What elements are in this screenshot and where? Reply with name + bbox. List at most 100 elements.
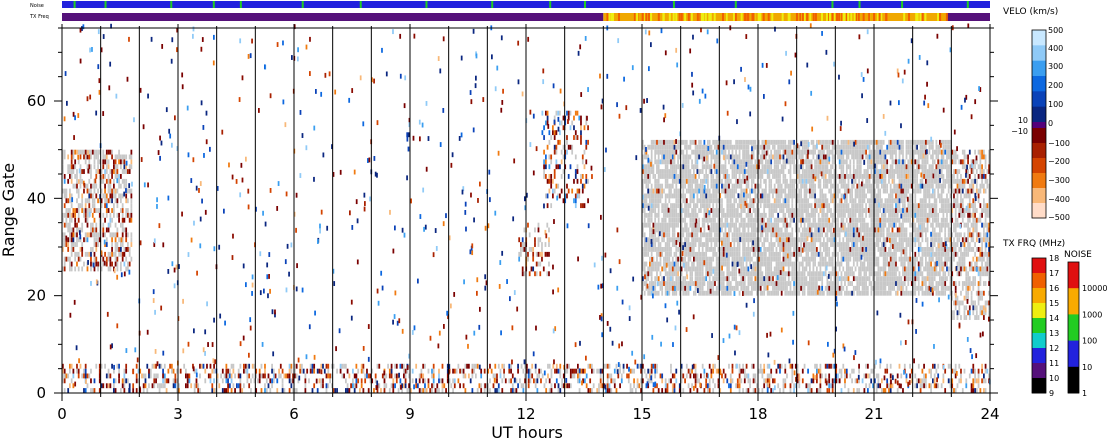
data-cell-3592 — [833, 188, 836, 194]
data-cell-261 — [93, 149, 96, 155]
data-cell-1588 — [698, 276, 700, 282]
data-cell-974 — [656, 261, 658, 267]
data-cell-4633 — [902, 154, 904, 160]
data-cell-5389 — [954, 178, 957, 184]
data-cell-2116 — [733, 212, 736, 218]
data-cell-5082 — [933, 227, 936, 233]
data-cell-5091 — [933, 174, 936, 179]
data-cell-544 — [130, 154, 133, 160]
data-cell-3870 — [852, 203, 855, 209]
data-cell-4725 — [909, 212, 911, 218]
data-cell-3237 — [809, 212, 811, 218]
data-cell-3213 — [807, 188, 809, 194]
data-cell-1824 — [714, 217, 716, 223]
data-cell-1093 — [664, 266, 667, 272]
data-cell-4098 — [868, 271, 871, 277]
data-cell-1589 — [698, 271, 700, 277]
data-cell-491 — [123, 183, 126, 189]
data-cell-4617 — [902, 232, 904, 238]
data-cell-4979 — [926, 237, 929, 243]
data-cell-5131 — [937, 232, 940, 238]
data-cell-4486 — [893, 237, 896, 243]
txfreq-speck-25 — [841, 13, 844, 21]
data-cell-1877 — [717, 232, 720, 238]
txfreq-speck-67 — [799, 13, 802, 21]
data-cell-1339 — [680, 242, 683, 247]
data-cell-3954 — [858, 178, 860, 184]
data-cell-1033 — [659, 198, 662, 204]
data-cell-10 — [62, 159, 64, 165]
data-cell-4607 — [902, 290, 904, 296]
data-cell-4412 — [888, 178, 890, 184]
data-cell-1613 — [700, 276, 702, 282]
data-cell-950 — [654, 242, 657, 247]
data-cell-2273 — [743, 217, 746, 223]
data-cell-266 — [95, 237, 98, 243]
data-cell-3019 — [794, 256, 797, 262]
data-cell-4397 — [888, 271, 890, 277]
data-cell-785 — [642, 222, 644, 228]
data-cell-2829 — [780, 144, 783, 150]
data-cell-4546 — [896, 183, 899, 189]
data-cell-4318 — [882, 281, 885, 286]
data-cell-3970 — [859, 251, 862, 257]
data-cell-42 — [67, 227, 70, 233]
data-cell-3606 — [835, 266, 838, 272]
data-cell-1992 — [724, 169, 727, 174]
data-cell-3273 — [810, 139, 813, 145]
data-cell-2801 — [779, 174, 781, 179]
data-cell-1037 — [659, 174, 662, 179]
data-cell-4009 — [861, 198, 864, 204]
data-cell-4376 — [886, 261, 889, 267]
data-cell-416 — [114, 242, 117, 247]
data-cell-124 — [76, 178, 78, 184]
data-cell-4437 — [889, 193, 892, 199]
data-cell-2648 — [770, 290, 773, 296]
data-cell-5531 — [967, 232, 969, 238]
data-cell-1763 — [710, 285, 713, 291]
data-cell-323 — [102, 154, 105, 160]
data-cell-5554 — [968, 242, 971, 247]
data-cell-5321 — [949, 149, 952, 155]
data-cell-4287 — [879, 154, 882, 160]
data-cell-4111 — [868, 198, 871, 204]
data-cell-1267 — [675, 222, 678, 228]
data-cell-4034 — [863, 217, 866, 223]
data-cell-115 — [76, 242, 78, 247]
data-cell-1189 — [670, 193, 672, 199]
data-cell-3074 — [798, 217, 801, 223]
data-cell-4909 — [921, 174, 924, 179]
data-cell-4172 — [872, 178, 874, 184]
data-cell-3766 — [845, 203, 848, 209]
data-cell-1055 — [661, 208, 664, 213]
data-cell-4652 — [903, 203, 906, 209]
data-cell-3506 — [828, 271, 831, 277]
data-cell-4162 — [872, 227, 874, 233]
data-cell-2506 — [759, 227, 762, 233]
data-cell-3547 — [830, 164, 832, 170]
data-cell-2727 — [775, 266, 778, 272]
data-cell-504 — [125, 208, 128, 213]
data-cell-4496 — [893, 174, 896, 179]
data-cell-3178 — [805, 227, 808, 233]
data-cell-4472 — [891, 154, 894, 160]
data-cell-1513 — [693, 251, 695, 257]
data-cell-4573 — [898, 169, 901, 174]
data-cell-5466 — [961, 217, 964, 223]
data-cell-1281 — [675, 144, 678, 150]
data-cell-2261 — [743, 281, 746, 286]
data-cell-1420 — [685, 222, 688, 228]
data-cell-1552 — [694, 178, 697, 184]
data-cell-1723 — [707, 217, 709, 223]
data-cell-4460 — [891, 217, 894, 223]
data-cell-2940 — [789, 271, 792, 277]
data-cell-3354 — [817, 261, 820, 267]
data-cell-3877 — [852, 159, 855, 165]
data-cell-5148 — [939, 276, 941, 282]
data-cell-4819 — [916, 285, 918, 291]
data-cell-1966 — [722, 174, 725, 179]
data-cell-1111 — [664, 169, 667, 174]
data-cell-1891 — [717, 154, 720, 160]
data-cell-883 — [649, 203, 651, 209]
data-cell-1938 — [721, 208, 723, 213]
